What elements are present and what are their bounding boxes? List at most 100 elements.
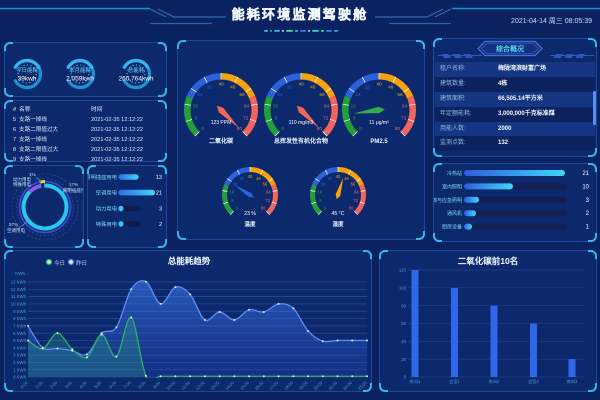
svg-text:21: 21 — [156, 191, 162, 197]
svg-text:支路二限值过大: 支路二限值过大 — [19, 125, 59, 133]
svg-text:KWh: KWh — [15, 271, 25, 276]
svg-text:23 %: 23 % — [244, 211, 256, 217]
svg-text:8:00: 8:00 — [137, 380, 147, 390]
svg-text:120: 120 — [399, 268, 407, 273]
svg-text:4:00: 4:00 — [78, 380, 88, 390]
svg-text:7: 7 — [13, 137, 16, 143]
svg-text:1 KWh: 1 KWh — [13, 367, 27, 372]
svg-text:15:00: 15:00 — [239, 380, 250, 391]
svg-text:3: 3 — [586, 198, 590, 204]
svg-text:空调用电: 空调用电 — [7, 227, 25, 234]
svg-text:20:00: 20:00 — [313, 380, 324, 391]
svg-text:0: 0 — [359, 126, 362, 132]
svg-text:72: 72 — [323, 116, 329, 122]
svg-text:照明插座用电: 照明插座用电 — [88, 173, 118, 181]
svg-text:40: 40 — [298, 82, 304, 88]
svg-text:56: 56 — [351, 182, 356, 187]
svg-text:2021-02-35 12:12:22: 2021-02-35 12:12:22 — [91, 127, 143, 133]
svg-text:64: 64 — [266, 190, 271, 195]
svg-text:40: 40 — [401, 339, 406, 344]
svg-text:16: 16 — [193, 103, 199, 109]
svg-text:260,764kwh: 260,764kwh — [118, 76, 153, 83]
svg-text:32: 32 — [365, 84, 371, 90]
svg-text:64: 64 — [402, 103, 408, 109]
svg-text:动力用电: 动力用电 — [96, 205, 118, 213]
svg-text:2,059kwh: 2,059kwh — [66, 76, 94, 83]
svg-text:8: 8 — [195, 116, 198, 122]
svg-text:0: 0 — [201, 126, 204, 132]
svg-text:9 KWh: 9 KWh — [13, 309, 27, 314]
svg-text:24: 24 — [321, 182, 326, 187]
svg-text:24: 24 — [197, 92, 203, 98]
svg-text:支路一掉线: 支路一掉线 — [19, 135, 47, 143]
svg-text:39kwh: 39kwh — [18, 76, 37, 83]
svg-text:13 KWh: 13 KWh — [11, 280, 27, 285]
svg-text:0:00: 0:00 — [19, 380, 29, 390]
svg-text:13: 13 — [156, 175, 162, 181]
svg-text:本月能耗: 本月能耗 — [69, 66, 92, 74]
svg-text:走廊与应急照明: 走廊与应急照明 — [434, 197, 462, 204]
svg-text:16:00: 16:00 — [254, 380, 265, 391]
svg-text:10: 10 — [582, 184, 589, 190]
svg-text:0: 0 — [236, 206, 239, 211]
svg-text:16: 16 — [351, 103, 357, 109]
svg-text:会室2: 会室2 — [528, 378, 539, 385]
svg-text:支路一掉线: 支路一掉线 — [19, 155, 47, 161]
svg-text:0: 0 — [404, 375, 407, 380]
svg-text:12:00: 12:00 — [195, 380, 206, 391]
svg-text:24: 24 — [277, 92, 283, 98]
svg-text:32: 32 — [239, 176, 244, 181]
svg-text:60: 60 — [401, 321, 406, 326]
svg-text:2021-02-35 12:12:22: 2021-02-35 12:12:22 — [91, 157, 143, 161]
svg-text:5:00: 5:00 — [93, 380, 103, 390]
svg-text:7 KWh: 7 KWh — [13, 323, 27, 328]
svg-text:40: 40 — [336, 174, 341, 179]
svg-text:80: 80 — [401, 303, 406, 308]
svg-text:19:00: 19:00 — [298, 380, 309, 391]
svg-text:3:00: 3:00 — [64, 380, 74, 390]
svg-text:18:00: 18:00 — [283, 380, 294, 391]
svg-text:支路二限值过大: 支路二限值过大 — [19, 145, 59, 153]
svg-text:80: 80 — [237, 126, 243, 132]
svg-text:48: 48 — [256, 176, 261, 181]
svg-text:时间: 时间 — [91, 105, 103, 113]
svg-text:8: 8 — [319, 198, 322, 203]
svg-text:9: 9 — [13, 157, 16, 161]
svg-text:室内照明: 室内照明 — [442, 183, 462, 190]
svg-text:6: 6 — [13, 127, 16, 133]
svg-text:房间2: 房间2 — [489, 378, 500, 385]
svg-text:10:00: 10:00 — [165, 380, 176, 391]
svg-text:80: 80 — [261, 206, 266, 211]
svg-text:总挥发性有机化合物: 总挥发性有机化合物 — [274, 137, 328, 145]
svg-text:二氧化碳: 二氧化碳 — [209, 137, 234, 145]
svg-text:13:00: 13:00 — [209, 380, 220, 391]
svg-text:特殊用电: 特殊用电 — [13, 181, 31, 188]
svg-text:0: 0 — [324, 206, 327, 211]
svg-text:10 KWh: 10 KWh — [11, 302, 27, 307]
svg-text:56: 56 — [239, 92, 245, 98]
svg-text:能耗环境监测驾驶舱: 能耗环境监测驾驶舱 — [232, 7, 369, 22]
svg-text:80: 80 — [395, 126, 401, 132]
svg-text:2: 2 — [159, 222, 162, 228]
svg-text:8: 8 — [13, 147, 16, 153]
svg-text:4 KWh: 4 KWh — [13, 345, 27, 350]
svg-text:2021-04-14 周三 08:05:39: 2021-04-14 周三 08:05:39 — [511, 17, 592, 25]
svg-text:64: 64 — [354, 190, 359, 195]
svg-text:72: 72 — [265, 198, 270, 203]
svg-text:64: 64 — [244, 103, 250, 109]
svg-text:11 μg/m³: 11 μg/m³ — [369, 120, 389, 126]
svg-text:7:00: 7:00 — [123, 380, 133, 390]
svg-text:72: 72 — [353, 198, 358, 203]
svg-text:21:00: 21:00 — [327, 380, 338, 391]
svg-text:3: 3 — [159, 207, 162, 213]
svg-text:名称: 名称 — [19, 105, 31, 113]
svg-text:40: 40 — [376, 82, 382, 88]
svg-text:72: 72 — [401, 116, 407, 122]
svg-text:2021-02-35 12:12:22: 2021-02-35 12:12:22 — [91, 137, 143, 143]
svg-text:56: 56 — [263, 182, 268, 187]
svg-text:空调用电: 空调用电 — [96, 189, 118, 197]
svg-text:48: 48 — [344, 176, 349, 181]
svg-text:48: 48 — [230, 84, 236, 90]
svg-text:2 KWh: 2 KWh — [13, 360, 27, 365]
svg-text:0 KWh: 0 KWh — [13, 375, 27, 380]
